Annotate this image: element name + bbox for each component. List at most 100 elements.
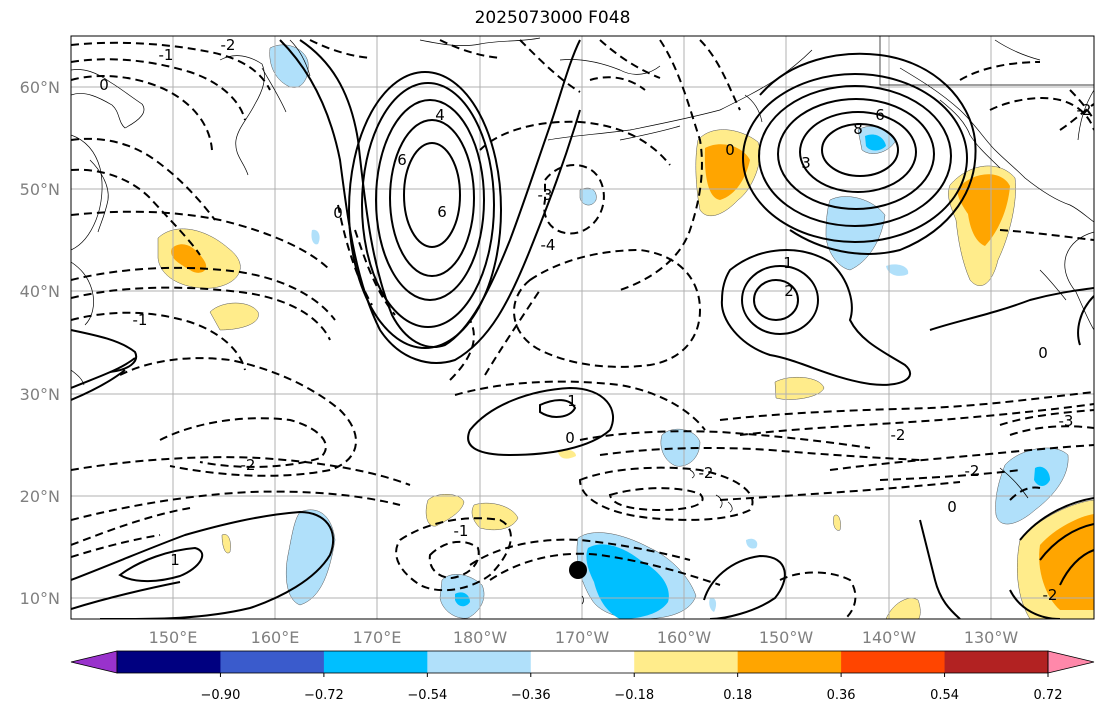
shade-negative [285,509,336,606]
colorbar-swatch [427,651,532,673]
map-frame [70,35,1095,620]
map-title: 2025073000 F048 [474,8,631,28]
lon-label: 170°E [353,628,402,647]
shade-negative [311,229,320,245]
colorbar-swatch [944,651,1049,673]
contour-label: 8 [853,120,863,138]
contour-label: 6 [875,106,885,124]
lon-label: 180°W [453,628,508,647]
colorbar-swatch [634,651,739,673]
longitude-axis: 150°E 160°E 170°E 180°W 170°W 160°W 150°… [149,628,1019,647]
contour-label-layer: 4 6 8 6 6 1 2 3 1 1 0 0 0 0 0 0 -1 -1 -2… [99,36,1091,604]
shade-negative [995,447,1069,525]
lon-label: 130°W [964,628,1019,647]
colorbar-tick-label: −0.90 [201,688,241,703]
contour-label: 6 [397,151,407,169]
colorbar-tick-label: 0.36 [827,688,856,703]
lon-label: 150°W [759,628,814,647]
shade-negative-strong [455,592,470,607]
contour-label: -2 [1043,586,1058,604]
contour-label: -2 [221,36,236,54]
shade-positive-strong [957,174,1010,246]
shade-positive [471,502,519,531]
lon-label: 160°E [251,628,300,647]
lat-label: 60°N [20,78,60,97]
contour-label: 0 [947,498,957,516]
shade-positive-strong [1039,514,1094,610]
negative-contour-lines [71,39,1094,619]
contour-label: 1 [567,392,577,410]
shade-positive [558,449,576,459]
shade-negative [746,538,758,549]
contour-label: -1 [454,522,469,540]
colorbar-swatch [737,651,842,673]
coastlines [71,36,1094,605]
colorbar-swatch [530,651,635,673]
contour-label: -2 [699,464,714,482]
lon-label: 140°W [862,628,917,647]
colorbar-over-triangle [1047,650,1095,674]
lat-label: 40°N [20,282,60,301]
contour-label: -3 [1059,412,1074,430]
contour-label: 0 [99,76,109,94]
shade-positive [833,514,841,531]
lon-label: 150°E [149,628,198,647]
contour-label: 3 [801,154,811,172]
contour-label: -2 [241,456,256,474]
lon-label: 170°W [555,628,610,647]
colorbar-tick-label: −0.72 [304,688,344,703]
lon-label: 160°W [657,628,712,647]
contour-label: -2 [965,462,980,480]
shading-layer [157,44,1094,619]
shade-positive-strong [171,244,207,273]
colorbar-tick-label: −0.36 [511,688,551,703]
shade-positive [221,534,231,554]
shade-negative-strong [865,134,886,151]
colorbar-outline [116,650,1049,674]
contour-label: -1 [133,311,148,329]
shade-positive [209,302,259,331]
contour-label: 1 [170,551,180,569]
colorbar-tick-label: 0.72 [1034,688,1063,703]
contour-label: 0 [333,204,343,222]
lat-label: 30°N [20,385,60,404]
contour-label: 1 [783,254,793,272]
shade-negative [709,597,717,612]
lat-label: 50°N [20,180,60,199]
colorbar-tick-label: 0.54 [930,688,959,703]
contour-label: -3 [538,186,553,204]
shade-positive-strong [704,144,750,200]
graticule [71,36,1094,619]
contour-label: 0 [1038,344,1048,362]
shade-negative [269,44,309,88]
contour-label: -4 [541,236,556,254]
contour-label: -1 [159,46,174,64]
colorbar-tick-label: 0.18 [723,688,752,703]
colorbar-swatch [220,651,325,673]
contour-label: 6 [437,203,447,221]
shade-negative-strong [586,544,669,619]
shade-negative [886,264,909,276]
shade-positive [774,376,825,400]
colorbar-swatch [323,651,428,673]
lat-label: 10°N [20,589,60,608]
colorbar-tick-label: −0.54 [407,688,447,703]
shade-negative-strong [1034,466,1050,486]
latitude-axis: 60°N 50°N 40°N 30°N 20°N 10°N [20,78,60,608]
contour-label: 2 [784,282,794,300]
colorbar-swatch [841,651,946,673]
contour-label: -2 [1077,101,1092,119]
contour-label: 0 [725,141,735,159]
filled-circle-marker [569,561,587,579]
colorbar-tick-label: −0.18 [614,688,654,703]
contour-label: 4 [435,106,445,124]
colorbar: −0.90 −0.72 −0.54 −0.36 −0.18 0.18 0.36 0.54 0.7… [70,650,1095,703]
lat-label: 20°N [20,487,60,506]
shade-positive [425,494,465,527]
colorbar-under-triangle [70,650,118,674]
colorbar-swatch [117,651,221,673]
contour-label: 0 [565,429,575,447]
contour-label: -2 [891,426,906,444]
shade-positive [885,598,921,619]
